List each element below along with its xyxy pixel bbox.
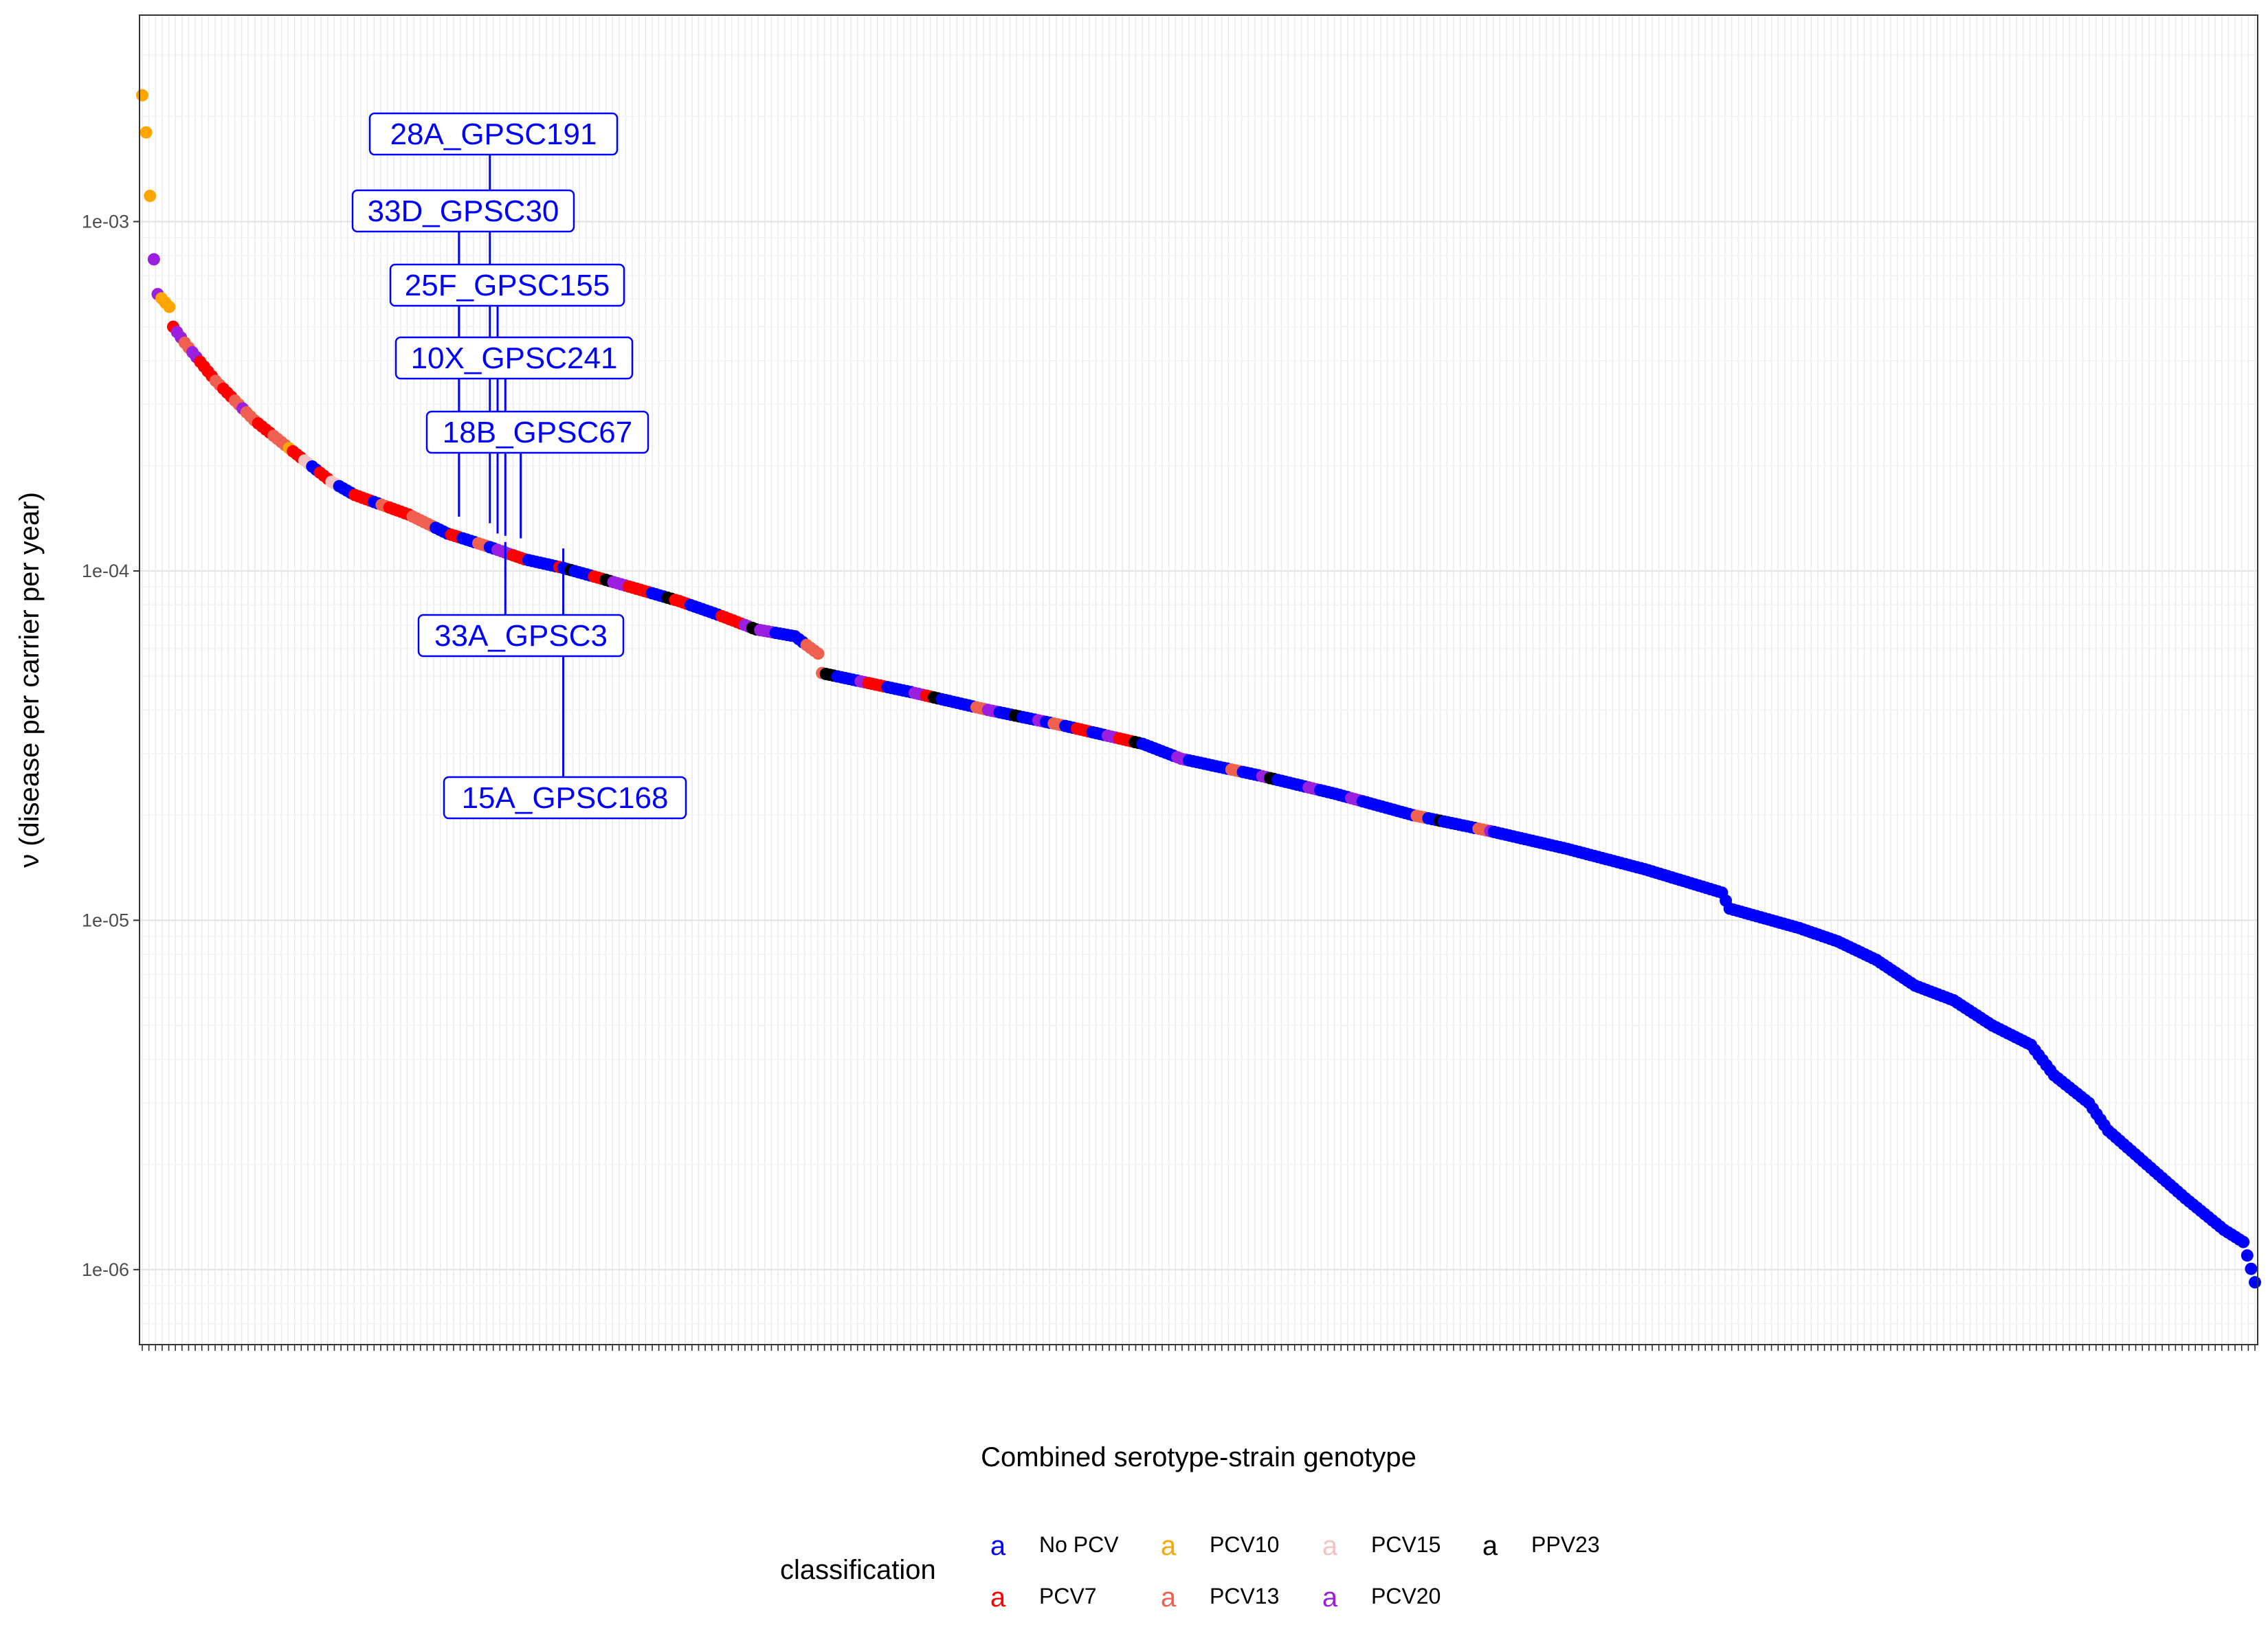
y-axis: 1e-06 1e-05 1e-04 1e-03 [82,212,140,1280]
annotation-box [389,263,625,307]
legend-label: PCV10 [1210,1532,1279,1557]
legend-label: PCV7 [1039,1584,1097,1608]
legend-key: a [1322,1531,1338,1561]
legend-key: a [1161,1582,1177,1613]
y-axis-title: ν (disease per carrier per year) [14,492,45,868]
legend-label: PCV15 [1371,1532,1441,1557]
data-point [812,647,825,660]
legend-label: No PCV [1039,1532,1119,1557]
data-point [163,300,176,313]
legend-key: a [1482,1531,1498,1561]
grid [140,15,2258,1345]
y-tick-label: 1e-05 [82,910,129,930]
legend-label: PPV23 [1531,1532,1600,1557]
data-point [2237,1235,2250,1248]
data-point [147,253,160,266]
annotation-box [351,189,575,233]
data-point [144,190,157,203]
annotation-label: 15A_GPSC168 [462,781,669,815]
annotation-box [443,776,687,820]
legend-title: classification [780,1555,936,1585]
legend-key: a [1161,1531,1177,1561]
legend: classification a No PCV a PCV7 a PCV10 a PCV13 a… [780,1531,1600,1613]
y-tick-label: 1e-06 [82,1259,129,1280]
x-axis-title: Combined serotype-strain genotype [981,1442,1416,1472]
data-point [2245,1262,2258,1275]
legend-key: a [990,1531,1006,1561]
annotation-label: 18B_GPSC67 [443,416,632,449]
data-point [140,126,153,139]
y-tick-label: 1e-03 [82,212,129,232]
annotation-box [394,336,634,380]
annotations: 28A_GPSC191 33D_GPSC30 25F_GPSC155 10X_GPSC… [351,112,687,820]
x-axis [142,1345,2256,1351]
y-tick-label: 1e-04 [82,561,129,581]
annotation-box [425,410,649,454]
panel-border [139,14,2258,1345]
legend-label: PCV20 [1371,1584,1441,1608]
annotation-label: 28A_GPSC191 [390,117,597,151]
data-point [2241,1249,2254,1262]
annotation-label: 25F_GPSC155 [405,269,610,302]
annotation-label: 33D_GPSC30 [368,194,559,228]
annotation-label: 10X_GPSC241 [411,341,618,375]
legend-label: PCV13 [1210,1584,1279,1608]
data-point [2249,1276,2261,1289]
legend-key: a [990,1582,1006,1613]
data-point [136,89,148,102]
annotation-box [417,614,625,658]
annotation-box [368,112,619,156]
legend-key: a [1322,1582,1338,1613]
annotation-label: 33A_GPSC3 [434,619,608,653]
